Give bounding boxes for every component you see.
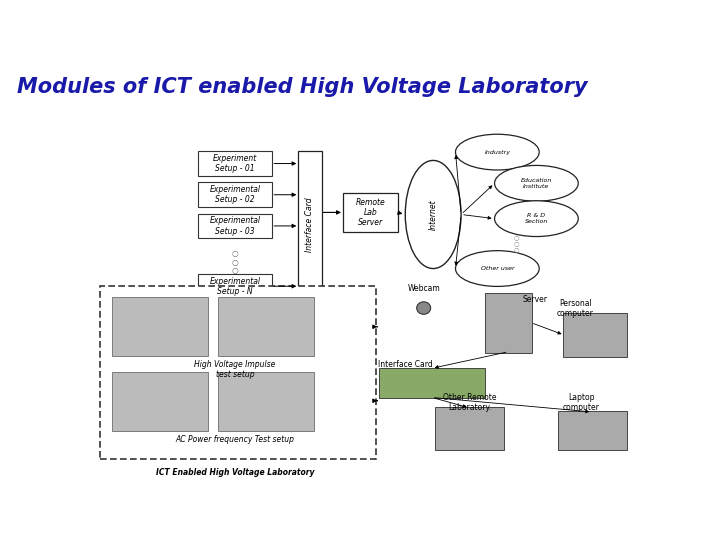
Text: R & D
Section: R & D Section bbox=[525, 213, 548, 224]
Ellipse shape bbox=[495, 165, 578, 201]
Text: ○: ○ bbox=[514, 247, 520, 252]
FancyBboxPatch shape bbox=[198, 183, 272, 207]
Text: Education
Institute: Education Institute bbox=[521, 178, 552, 188]
Text: Other Remote
Laboratory.: Other Remote Laboratory. bbox=[443, 393, 496, 412]
Text: ○: ○ bbox=[232, 249, 238, 259]
FancyBboxPatch shape bbox=[217, 372, 314, 431]
Ellipse shape bbox=[417, 302, 431, 314]
Text: Experimental
Setup - 02: Experimental Setup - 02 bbox=[210, 185, 261, 205]
Text: Experiment
Setup - 01: Experiment Setup - 01 bbox=[213, 154, 257, 173]
Text: Other user: Other user bbox=[480, 266, 514, 271]
Ellipse shape bbox=[405, 160, 461, 268]
Text: Interface Card: Interface Card bbox=[378, 360, 433, 369]
Text: Remote
Lab
Server: Remote Lab Server bbox=[356, 198, 385, 227]
Text: Laptop
computer: Laptop computer bbox=[562, 393, 600, 412]
Ellipse shape bbox=[456, 251, 539, 286]
FancyBboxPatch shape bbox=[198, 214, 272, 238]
FancyBboxPatch shape bbox=[379, 368, 485, 399]
Text: ○: ○ bbox=[514, 241, 520, 246]
Text: Modules of ICT enabled High Voltage Laboratory: Modules of ICT enabled High Voltage Labo… bbox=[17, 77, 588, 97]
FancyBboxPatch shape bbox=[298, 151, 322, 299]
FancyBboxPatch shape bbox=[198, 151, 272, 176]
FancyBboxPatch shape bbox=[485, 293, 532, 353]
FancyBboxPatch shape bbox=[563, 313, 627, 357]
Text: AC Power frequency Test setup: AC Power frequency Test setup bbox=[176, 435, 294, 444]
FancyBboxPatch shape bbox=[198, 274, 272, 299]
Text: Webcam: Webcam bbox=[408, 285, 440, 294]
FancyBboxPatch shape bbox=[557, 411, 627, 450]
FancyBboxPatch shape bbox=[343, 193, 398, 232]
FancyBboxPatch shape bbox=[100, 286, 376, 458]
Text: ○: ○ bbox=[514, 235, 520, 240]
Text: Internet: Internet bbox=[428, 199, 438, 230]
Text: Industry: Industry bbox=[485, 150, 510, 154]
Text: ICT Enabled High Voltage Laboratory: ICT Enabled High Voltage Laboratory bbox=[156, 468, 315, 477]
FancyBboxPatch shape bbox=[435, 407, 504, 450]
Text: Experimental
Setup - N: Experimental Setup - N bbox=[210, 276, 261, 296]
FancyBboxPatch shape bbox=[217, 297, 314, 356]
Text: Server: Server bbox=[523, 295, 547, 304]
Ellipse shape bbox=[456, 134, 539, 170]
Text: High Voltage Impulse
test setup: High Voltage Impulse test setup bbox=[194, 360, 276, 380]
Text: Interface Card: Interface Card bbox=[305, 198, 315, 252]
Text: Experimental
Setup - 03: Experimental Setup - 03 bbox=[210, 216, 261, 235]
Text: ○: ○ bbox=[232, 258, 238, 267]
FancyBboxPatch shape bbox=[112, 372, 208, 431]
Text: Personal
computer: Personal computer bbox=[557, 299, 594, 319]
Text: ○: ○ bbox=[232, 266, 238, 275]
Ellipse shape bbox=[495, 201, 578, 237]
FancyBboxPatch shape bbox=[112, 297, 208, 356]
